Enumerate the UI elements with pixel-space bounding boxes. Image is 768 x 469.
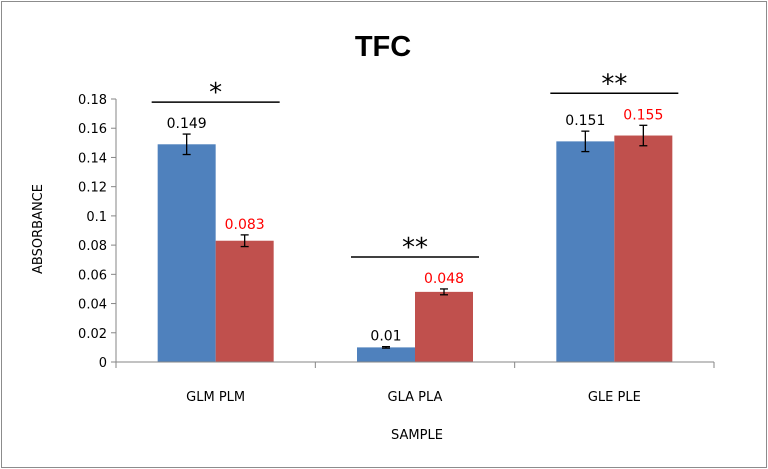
bar [357, 347, 415, 362]
chart-title: TFC [355, 31, 411, 63]
significance-marker: ** [601, 69, 627, 99]
y-tick-label: 0.08 [78, 239, 107, 254]
bar [415, 291, 473, 362]
data-label: 0.083 [225, 217, 265, 233]
y-tick-label: 0.04 [78, 298, 107, 313]
x-category-label: GLA PLA [388, 390, 443, 405]
y-tick-label: 0.18 [78, 93, 107, 108]
y-tick-label: 0.16 [78, 122, 107, 137]
y-tick-label: 0.12 [78, 181, 107, 196]
bar [614, 135, 673, 362]
significance-marker: * [209, 78, 222, 108]
bars-layer: 0.149 0.083 * 0.01 0.048 ** 0.151 0.155 ** [151, 69, 679, 362]
y-axis-title: ABSORBANCE [31, 184, 46, 274]
data-label: 0.151 [565, 113, 605, 129]
data-label: 0.048 [424, 271, 464, 287]
bar [215, 240, 274, 362]
data-label: 0.149 [167, 116, 207, 132]
y-tick-label: 0.14 [78, 151, 107, 166]
bar [157, 144, 216, 362]
significance-marker: ** [402, 233, 428, 263]
data-label: 0.01 [370, 329, 401, 345]
y-ticks-layer: 0 0.02 0.04 0.06 0.08 0.1 0.12 0.14 0.16 0.18 GLM … [78, 93, 715, 405]
x-axis-title: SAMPLE [391, 428, 443, 443]
y-tick-label: 0 [99, 356, 107, 371]
x-category-label: GLM PLM [186, 390, 245, 405]
x-category-label: GLE PLE [588, 390, 641, 405]
y-tick-label: 0.06 [78, 268, 107, 283]
y-tick-label: 0.1 [86, 210, 107, 225]
bar [556, 141, 615, 362]
data-label: 0.155 [623, 107, 663, 123]
y-tick-label: 0.02 [78, 327, 107, 342]
